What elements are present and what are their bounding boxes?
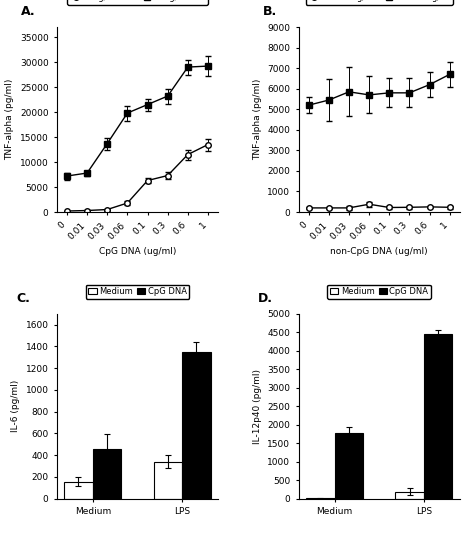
- Text: D.: D.: [258, 292, 273, 305]
- Bar: [154, 462, 182, 499]
- Text: B.: B.: [263, 5, 277, 18]
- Y-axis label: IL-12p40 (pg/ml): IL-12p40 (pg/ml): [253, 369, 262, 444]
- X-axis label: CpG DNA (ug/ml): CpG DNA (ug/ml): [99, 247, 176, 255]
- Legend: 0 ng/ml LPS, 5 ng/ml LPS: 0 ng/ml LPS, 5 ng/ml LPS: [67, 0, 208, 4]
- Y-axis label: TNF-alpha (pg/ml): TNF-alpha (pg/ml): [253, 79, 262, 160]
- Bar: [395, 492, 424, 499]
- Legend: LPS- 0 ng/ml, LPS- 5 ng/ml: LPS- 0 ng/ml, LPS- 5 ng/ml: [306, 0, 453, 4]
- Legend: Medium, CpG DNA: Medium, CpG DNA: [328, 285, 431, 299]
- Bar: [64, 482, 93, 499]
- Y-axis label: IL-6 (pg/ml): IL-6 (pg/ml): [11, 380, 20, 433]
- Bar: [93, 449, 121, 499]
- Legend: Medium, CpG DNA: Medium, CpG DNA: [86, 285, 189, 299]
- Bar: [182, 352, 211, 499]
- Bar: [335, 433, 363, 499]
- Bar: [424, 334, 453, 499]
- X-axis label: non-CpG DNA (ug/ml): non-CpG DNA (ug/ml): [330, 247, 428, 255]
- Text: A.: A.: [21, 5, 36, 18]
- Y-axis label: TNF-alpha (pg/ml): TNF-alpha (pg/ml): [5, 79, 14, 160]
- Text: C.: C.: [17, 292, 30, 305]
